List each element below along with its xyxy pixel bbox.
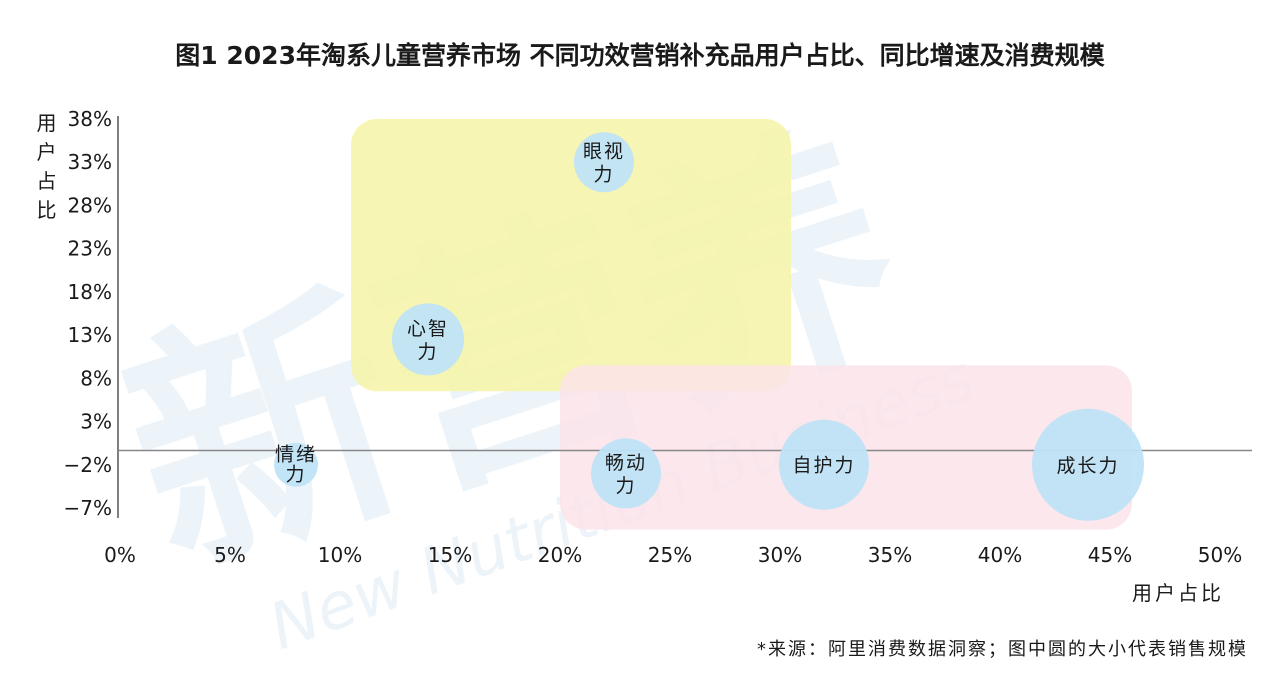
x-tick-label: 0% (104, 543, 136, 567)
bubble-2: 情绪力 (274, 442, 318, 487)
chart-title: 图1 2023年淘系儿童营养市场 不同功效营销补充品用户占比、同比增速及消费规模 (175, 41, 1105, 70)
x-tick-label: 10% (318, 543, 362, 567)
bubble-label: 力 (593, 164, 614, 186)
bubble-label: 情绪 (275, 444, 317, 466)
y-tick-label: 18% (68, 280, 112, 304)
bubble-4: 自护力 (779, 419, 869, 510)
x-tick-label: 35% (868, 543, 912, 567)
bubble-5: 成长力 (1032, 408, 1144, 521)
x-tick-label: 45% (1088, 543, 1132, 567)
bubble-label: 自护力 (792, 455, 855, 477)
bubble-label: 心智 (407, 318, 449, 340)
x-tick-label: 50% (1198, 543, 1242, 567)
y-tick-label: 13% (68, 323, 112, 347)
x-ticks: 0% 5% 10% 15% 20% 25% 30% 35% 40% 45% 50% (104, 543, 1242, 567)
bubble-label: 成长力 (1056, 455, 1119, 477)
x-tick-label: 25% (648, 543, 692, 567)
y-tick-label: −7% (64, 496, 113, 520)
x-axis-label: 用户占比 (1132, 581, 1224, 605)
x-tick-label: 5% (214, 543, 246, 567)
y-tick-label: 3% (80, 410, 112, 434)
x-tick-label: 30% (758, 543, 802, 567)
bubble-circle (779, 419, 869, 510)
highlight-region-0 (351, 119, 791, 392)
bubble-label: 力 (615, 475, 636, 497)
x-tick-label: 20% (538, 543, 582, 567)
bubble-label: 力 (417, 341, 438, 363)
bubble-circle (274, 442, 318, 487)
bubble-1: 心智力 (392, 303, 464, 376)
bubble-circle (392, 303, 464, 376)
bubble-label: 力 (285, 464, 306, 486)
y-tick-label: −2% (64, 453, 113, 477)
bubble-circle (1032, 408, 1144, 521)
bubble-label: 眼视 (583, 141, 625, 163)
y-axis-label-char: 用 (37, 111, 60, 135)
bubble-circle (574, 132, 634, 193)
bubble-0: 眼视力 (574, 132, 634, 193)
y-tick-label: 38% (68, 107, 112, 131)
y-tick-label: 28% (68, 193, 112, 217)
y-ticks: 38% 33% 28% 23% 18% 13% 8% 3% −2% −7% (64, 107, 113, 520)
x-tick-label: 40% (978, 543, 1022, 567)
bubble-label: 畅动 (605, 452, 647, 474)
y-tick-label: 33% (68, 150, 112, 174)
y-axis-label-char: 户 (37, 140, 60, 164)
y-tick-label: 8% (80, 366, 112, 390)
y-axis-label-char: 比 (37, 198, 60, 222)
bubble-circle (591, 438, 661, 509)
y-axis-label: 用户占比 (37, 111, 60, 222)
y-tick-label: 23% (68, 237, 112, 261)
y-axis-label-char: 占 (37, 169, 60, 193)
source-note: *来源：阿里消费数据洞察；图中圆的大小代表销售规模 (757, 639, 1248, 660)
x-tick-label: 15% (428, 543, 472, 567)
bubble-3: 畅动力 (591, 438, 661, 509)
